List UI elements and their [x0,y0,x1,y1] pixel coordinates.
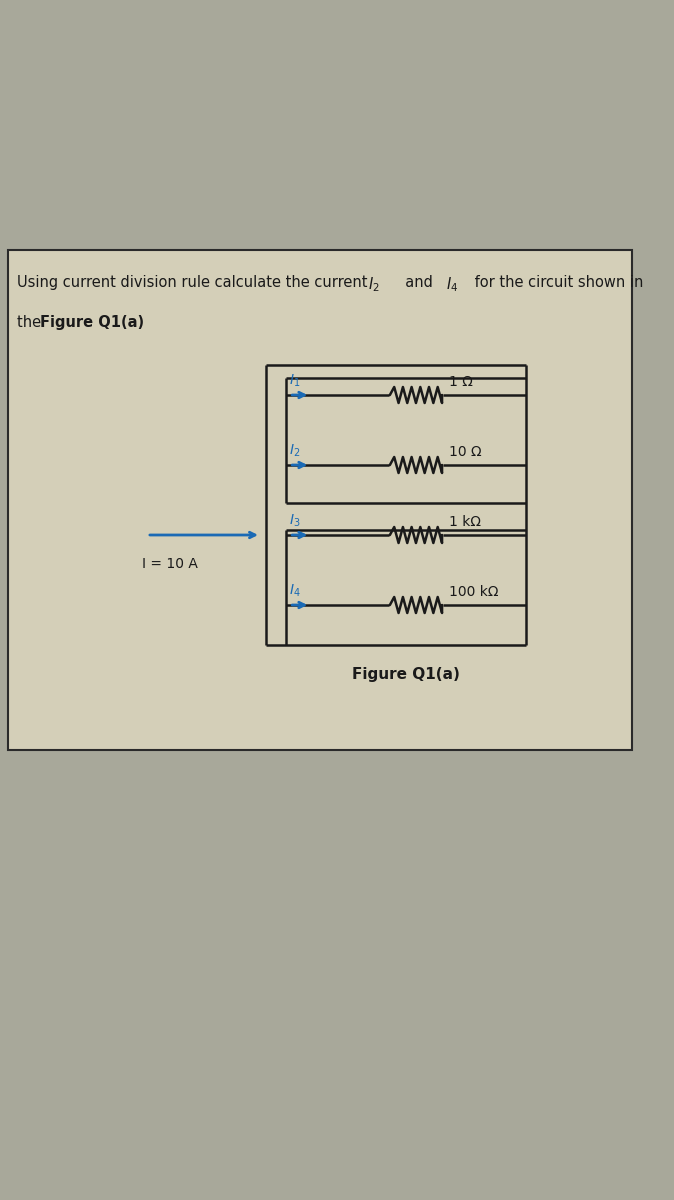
Text: 1 Ω: 1 Ω [449,374,473,389]
Text: 10 Ω: 10 Ω [449,445,482,460]
Text: for the circuit shown in: for the circuit shown in [470,275,643,290]
Text: and: and [396,275,437,290]
Text: Figure Q1(a): Figure Q1(a) [40,314,144,330]
Text: $I_4$: $I_4$ [289,582,301,599]
Text: Figure Q1(a): Figure Q1(a) [352,667,460,682]
Text: $I_3$: $I_3$ [289,512,301,529]
Text: I = 10 A: I = 10 A [142,557,198,571]
Text: Using current division rule calculate the current: Using current division rule calculate th… [17,275,372,290]
FancyBboxPatch shape [7,250,632,750]
Text: $I_2$: $I_2$ [289,443,301,460]
Text: $I_2$: $I_2$ [368,275,379,294]
Text: $I_1$: $I_1$ [289,372,301,389]
Text: $I_4$: $I_4$ [446,275,458,294]
Text: the: the [17,314,46,330]
Text: 100 kΩ: 100 kΩ [449,584,499,599]
Text: 1 kΩ: 1 kΩ [449,515,481,529]
